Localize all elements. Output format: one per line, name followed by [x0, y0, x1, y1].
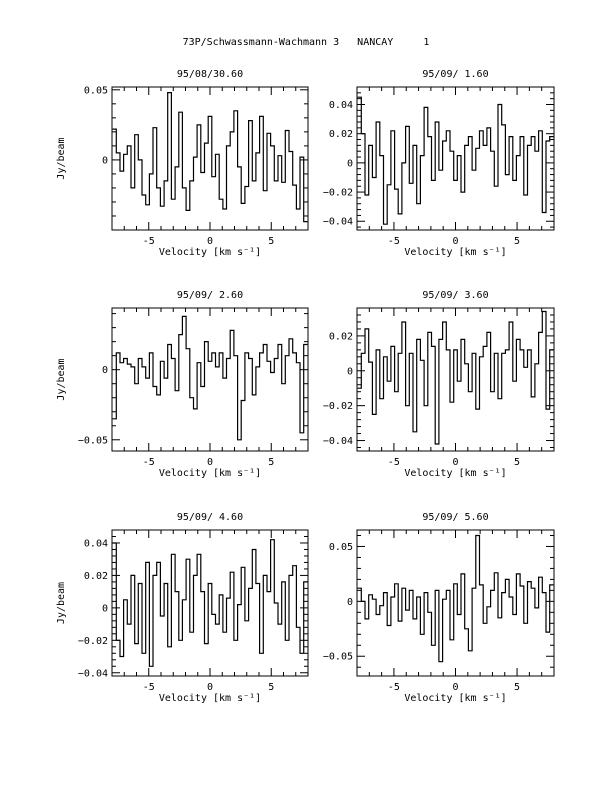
x-axis-label: Velocity [km s⁻¹] — [404, 247, 506, 258]
y-tick-label: −0.05 — [323, 652, 353, 663]
spectrum-panel-6: 95/09/ 5.60 -5 0 5 0.05 0 −0.05 Velocity [km s⁻… — [323, 512, 555, 704]
x-tick-label: 0 — [207, 682, 213, 693]
x-tick-label: 5 — [514, 236, 520, 247]
spectrum-panel-4: 95/09/ 3.60 -5 0 5 0.02 0 −0.02 −0.04 Velocity [… — [323, 290, 555, 479]
panel-title: 95/08/30.60 — [177, 69, 243, 80]
y-tick-label: 0 — [347, 366, 353, 377]
x-axis-label: Velocity [km s⁻¹] — [404, 468, 506, 479]
plot-frame — [356, 86, 555, 231]
spectrum-line — [357, 310, 554, 445]
x-tick-label: 5 — [268, 682, 274, 693]
spectrum-line — [112, 539, 308, 667]
page-title: 73P/Schwassmann-Wachmann 3 NANCAY 1 — [182, 37, 430, 48]
x-tick-label: 0 — [452, 236, 458, 247]
y-tick-label: 0.05 — [84, 85, 108, 96]
x-axis-label: Velocity [km s⁻¹] — [404, 693, 506, 704]
spectrum-line — [112, 92, 308, 223]
panel-title: 95/09/ 4.60 — [177, 512, 243, 523]
x-tick-label: -5 — [143, 236, 155, 247]
panel-title: 95/09/ 1.60 — [422, 69, 488, 80]
plot-frame — [356, 307, 555, 452]
y-tick-label: 0 — [347, 158, 353, 169]
x-axis-label: Velocity [km s⁻¹] — [159, 693, 261, 704]
panel-title: 95/09/ 2.60 — [177, 290, 243, 301]
x-tick-label: -5 — [388, 457, 400, 468]
y-tick-label: −0.04 — [78, 668, 108, 679]
x-tick-label: -5 — [143, 682, 155, 693]
y-axis-label: Jy/beam — [56, 137, 67, 179]
y-tick-label: −0.05 — [78, 435, 108, 446]
y-tick-label: 0 — [102, 365, 108, 376]
y-axis-label: Jy/beam — [56, 358, 67, 400]
x-axis-label: Velocity [km s⁻¹] — [159, 468, 261, 479]
x-tick-label: -5 — [388, 682, 400, 693]
y-tick-label: −0.02 — [323, 188, 353, 199]
y-tick-label: 0 — [102, 155, 108, 166]
y-axis-label: Jy/beam — [56, 582, 67, 624]
x-axis-label: Velocity [km s⁻¹] — [159, 247, 261, 258]
y-tick-label: −0.04 — [323, 217, 353, 228]
spectrum-line — [112, 315, 308, 441]
y-tick-label: −0.02 — [323, 401, 353, 412]
spectrum-panel-5: 95/09/ 4.60 -5 0 5 0.04 0.02 0 −0.02 −0.04 Veloci… — [56, 512, 309, 704]
y-tick-label: 0.02 — [329, 129, 353, 140]
spectrum-panel-2: 95/09/ 1.60 -5 0 5 0.04 0.02 0 −0.02 −0.04 Veloci… — [323, 69, 555, 258]
y-tick-label: 0.02 — [84, 571, 108, 582]
y-tick-label: −0.02 — [78, 636, 108, 647]
spectrum-line — [357, 96, 554, 225]
x-tick-label: 5 — [514, 682, 520, 693]
spectrum-panel-3: 95/09/ 2.60 -5 0 5 0 −0.05 Velocity [km s⁻¹] Jy… — [56, 290, 309, 479]
panel-title: 95/09/ 3.60 — [422, 290, 488, 301]
panel-title: 95/09/ 5.60 — [422, 512, 488, 523]
x-tick-label: 0 — [207, 457, 213, 468]
y-tick-label: 0.04 — [84, 538, 108, 549]
plot-frame — [111, 307, 309, 452]
y-tick-label: 0 — [102, 603, 108, 614]
x-tick-label: 5 — [268, 457, 274, 468]
spectrum-line — [357, 534, 554, 663]
y-tick-label: 0.02 — [329, 331, 353, 342]
plot-frame — [356, 529, 555, 677]
y-tick-label: 0.05 — [329, 542, 353, 553]
x-tick-label: 5 — [514, 457, 520, 468]
y-tick-label: 0.04 — [329, 100, 353, 111]
x-tick-label: 5 — [268, 236, 274, 247]
x-tick-label: 0 — [452, 457, 458, 468]
x-tick-label: -5 — [388, 236, 400, 247]
x-tick-label: 0 — [207, 236, 213, 247]
y-tick-label: 0 — [347, 597, 353, 608]
y-tick-label: −0.04 — [323, 436, 353, 447]
x-tick-label: 0 — [452, 682, 458, 693]
x-tick-label: -5 — [143, 457, 155, 468]
